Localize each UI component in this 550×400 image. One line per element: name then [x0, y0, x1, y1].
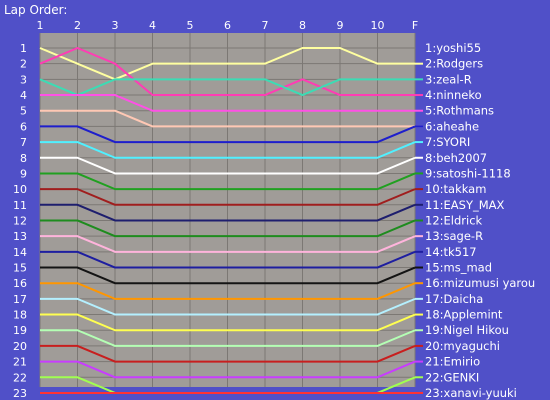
series-name-label: 20:myaguchi — [425, 339, 500, 353]
y-tick-label: 6 — [20, 120, 27, 133]
y-tick-label: 9 — [20, 167, 27, 180]
y-tick-label: 17 — [13, 293, 27, 306]
y-tick-label: 21 — [13, 356, 27, 369]
y-tick-label: 1 — [20, 42, 27, 55]
series-name-label: 3:zeal-R — [425, 72, 472, 86]
y-tick-label: 12 — [13, 214, 27, 227]
y-tick-label: 4 — [20, 89, 27, 102]
series-line — [40, 266, 416, 285]
x-tick-label: 6 — [224, 19, 231, 32]
series-name-label: 17:Daicha — [425, 292, 483, 306]
y-tick-label: 22 — [13, 371, 27, 384]
grid-layer: 1 2 3 4 5 6 7 8 9 10 F1234567891011121314151617181… — [13, 19, 418, 400]
y-tick-label: 16 — [13, 277, 27, 290]
x-tick-label: 4 — [149, 19, 156, 32]
chart-title: Lap Order: — [4, 3, 67, 17]
x-tick-label: 3 — [112, 19, 119, 32]
y-tick-label: 20 — [13, 340, 27, 353]
series-name-label: 10:takkam — [425, 182, 486, 196]
x-tick-label: 5 — [187, 19, 194, 32]
series-name-label: 5:Rothmans — [425, 104, 494, 118]
series-name-label: 23:xanavi-yuuki — [425, 386, 517, 400]
series-line — [40, 219, 416, 238]
series-name-label: 13:sage-R — [425, 229, 483, 243]
x-tick-label: 2 — [74, 19, 81, 32]
x-tick-label: 10 — [371, 19, 385, 32]
series-line — [40, 188, 416, 206]
series-line — [40, 141, 416, 159]
y-tick-label: 2 — [20, 58, 27, 71]
series-line — [40, 329, 416, 347]
y-tick-label: 3 — [20, 73, 27, 86]
y-tick-label: 11 — [13, 199, 27, 212]
series-name-label: 11:EASY_MAX — [425, 198, 505, 212]
series-name-label: 12:Eldrick — [425, 213, 483, 227]
series-name-label: 8:beh2007 — [425, 151, 487, 165]
series-layer — [39, 47, 423, 394]
x-tick-label: 1 — [37, 19, 44, 32]
x-tick-label: 8 — [299, 19, 306, 32]
series-line — [40, 94, 415, 112]
y-tick-label: 13 — [13, 230, 27, 243]
x-tick-label: 9 — [337, 19, 344, 32]
y-tick-label: 14 — [13, 246, 27, 259]
y-tick-label: 5 — [20, 105, 27, 118]
y-tick-label: 19 — [13, 324, 27, 337]
y-tick-label: 10 — [13, 183, 27, 196]
series-line — [40, 313, 416, 332]
y-tick-label: 15 — [13, 262, 27, 275]
series-name-label: 6:aheahe — [425, 119, 479, 133]
series-name-label: 4:ninneko — [425, 88, 482, 102]
series-name-label: 22:GENKI — [425, 370, 479, 384]
series-line — [40, 297, 416, 316]
y-tick-label: 7 — [20, 136, 27, 149]
x-tick-label: F — [412, 19, 418, 32]
series-name-label: 14:tk517 — [425, 245, 477, 259]
series-name-label: 7:SYORI — [425, 135, 470, 149]
series-line — [40, 172, 416, 191]
series-line — [40, 344, 416, 363]
series-line — [40, 156, 416, 175]
x-tick-label: 7 — [262, 19, 269, 32]
series-line — [40, 235, 416, 253]
y-tick-label: 8 — [20, 152, 27, 165]
series-line — [40, 109, 415, 128]
series-line — [40, 282, 416, 300]
series-line — [40, 203, 416, 222]
series-name-label: 2:Rodgers — [425, 57, 483, 71]
series-line — [40, 125, 416, 144]
series-name-label: 9:satoshi-1118 — [425, 166, 511, 180]
series-name-label: 16:mizumusi yarou — [425, 276, 535, 290]
series-name-label: 21:Emirio — [425, 355, 480, 369]
series-line — [39, 47, 415, 81]
series-name-label: 18:Applemint — [425, 308, 503, 322]
y-tick-label: 18 — [13, 309, 27, 322]
series-line — [40, 360, 416, 379]
series-name-label: 15:ms_mad — [425, 261, 492, 275]
series-line — [39, 47, 415, 97]
series-name-label: 1:yoshi55 — [425, 41, 481, 55]
series-line — [40, 250, 416, 269]
series-name-label: 19:Nigel Hikou — [425, 323, 509, 337]
series-line — [39, 78, 415, 97]
y-tick-label: 23 — [13, 387, 27, 400]
